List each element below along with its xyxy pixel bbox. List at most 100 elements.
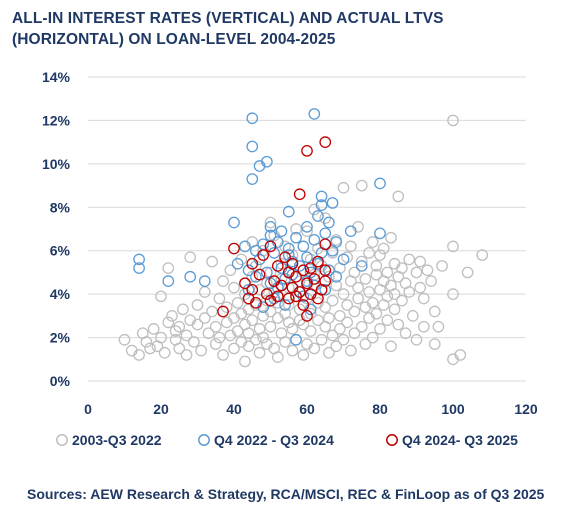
data-point <box>355 260 368 272</box>
data-point <box>264 240 277 253</box>
data-point <box>396 262 408 274</box>
data-point <box>198 312 211 324</box>
data-point <box>315 333 328 346</box>
legend: 2003-Q3 2022 Q4 2022 - Q3 2024 Q4 2024- Q3… <box>56 432 518 448</box>
data-point <box>133 253 145 266</box>
data-point <box>228 242 240 255</box>
data-point <box>209 320 222 333</box>
data-point <box>290 270 302 283</box>
data-point <box>312 255 324 268</box>
x-tick-label: 120 <box>514 401 538 417</box>
data-point <box>279 336 291 348</box>
data-point <box>282 316 295 329</box>
data-point <box>242 340 255 353</box>
x-tick-label: 60 <box>299 401 315 417</box>
data-point <box>217 305 229 318</box>
y-tick-label: 8% <box>50 199 71 215</box>
data-point <box>319 136 332 148</box>
data-point <box>399 327 412 340</box>
data-point <box>319 283 332 296</box>
data-point <box>315 190 328 203</box>
data-point <box>330 279 343 292</box>
data-point <box>140 336 153 348</box>
data-point <box>217 275 229 287</box>
data-point <box>282 205 295 218</box>
data-point <box>370 260 383 272</box>
data-point <box>158 346 171 359</box>
data-point <box>271 351 284 363</box>
data-point <box>366 331 379 344</box>
data-point <box>297 264 310 277</box>
data-point <box>191 318 204 331</box>
data-point <box>264 320 277 333</box>
y-tick-label: 0% <box>50 373 71 389</box>
data-point <box>155 290 167 303</box>
data-point <box>231 296 244 309</box>
data-point <box>304 266 317 279</box>
data-point <box>374 177 386 190</box>
data-point <box>231 325 244 337</box>
data-point <box>406 310 419 322</box>
x-tick-label: 80 <box>372 401 388 417</box>
data-point <box>447 288 459 300</box>
data-point <box>213 292 226 305</box>
legend-marker <box>386 434 398 446</box>
data-point <box>257 238 270 251</box>
data-point <box>330 236 343 248</box>
data-point <box>374 323 386 335</box>
data-point <box>293 286 306 298</box>
data-point <box>250 333 262 346</box>
data-point <box>476 249 489 261</box>
data-point <box>381 314 394 327</box>
data-point <box>326 329 339 342</box>
data-point <box>246 314 259 327</box>
data-point <box>275 225 288 238</box>
data-point <box>341 316 353 329</box>
data-point <box>333 310 346 322</box>
data-point <box>155 331 167 344</box>
y-tick-label: 6% <box>50 243 71 259</box>
data-point <box>403 286 416 298</box>
data-point <box>370 268 383 281</box>
data-point <box>133 349 145 361</box>
data-point <box>264 216 277 229</box>
data-point <box>348 266 361 279</box>
data-point <box>282 292 295 305</box>
data-point <box>337 333 350 346</box>
data-point <box>355 320 368 333</box>
data-point <box>388 288 401 300</box>
x-axis-ticks: 0 20 40 60 80 100 120 <box>84 401 538 417</box>
data-point <box>403 253 416 266</box>
data-point <box>268 247 280 259</box>
data-point <box>428 338 441 350</box>
data-point <box>461 266 474 279</box>
legend-marker <box>198 434 210 446</box>
data-point <box>246 283 259 296</box>
data-point <box>202 327 215 340</box>
chart-title: ALL-IN INTEREST RATES (VERTICAL) AND ACT… <box>12 10 444 48</box>
data-point <box>374 227 386 240</box>
data-point <box>410 266 423 279</box>
data-point <box>352 292 364 305</box>
data-point <box>297 240 310 253</box>
data-point <box>417 292 430 305</box>
data-point <box>290 223 302 235</box>
data-point <box>260 288 273 300</box>
y-tick-label: 12% <box>42 112 71 128</box>
data-point <box>330 270 343 283</box>
data-point <box>319 301 332 314</box>
data-point <box>421 264 434 277</box>
data-point <box>319 227 332 240</box>
data-point <box>239 240 251 253</box>
data-point <box>195 344 207 357</box>
data-point <box>326 294 339 307</box>
data-point <box>253 346 266 359</box>
y-tick-label: 4% <box>50 286 71 302</box>
data-point <box>198 286 211 298</box>
data-point <box>260 155 273 168</box>
data-point <box>308 273 321 285</box>
data-point <box>352 281 364 294</box>
data-point <box>381 266 394 279</box>
data-point <box>447 114 459 127</box>
data-point <box>308 342 321 355</box>
